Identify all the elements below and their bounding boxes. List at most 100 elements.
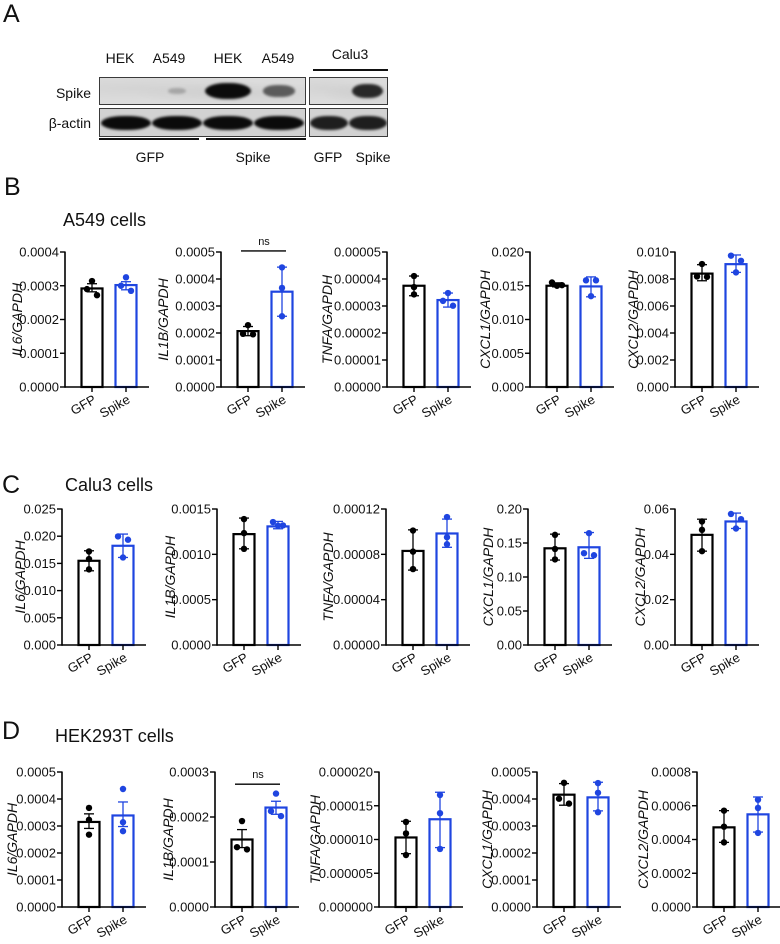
bar-gfp bbox=[545, 284, 569, 389]
data-point bbox=[436, 845, 444, 853]
data-point bbox=[269, 518, 277, 526]
bar-spike bbox=[114, 283, 138, 389]
data-point bbox=[243, 846, 251, 853]
data-point bbox=[720, 823, 728, 830]
x-tick-label: GFP bbox=[533, 392, 564, 418]
panel-c-subtitle: Calu3 cells bbox=[65, 475, 154, 495]
y-tick-label: 0.0003 bbox=[491, 819, 531, 834]
y-tick-label: 0.004 bbox=[636, 326, 669, 341]
chart-d-il6: 0.0000 0.0001 0.0002 0.0003 0.0004 0.0005 IL6/… bbox=[4, 765, 146, 941]
chart-b-il1b: 0.0000 0.0001 0.0002 0.0003 0.0004 0.0005 IL1B… bbox=[155, 236, 305, 421]
chart-d-il1b: 0.0000 0.0001 0.0002 0.0003 IL1B/GAPDH GFPSpi… bbox=[160, 765, 299, 941]
x-tick-label: Spike bbox=[94, 650, 130, 679]
x-tick-label: GFP bbox=[678, 392, 709, 418]
x-tick-label: GFP bbox=[540, 912, 571, 938]
y-tick-label: 0.0001 bbox=[169, 855, 209, 870]
spike-band bbox=[352, 83, 384, 99]
data-point bbox=[558, 281, 566, 289]
y-tick-label: 0.0001 bbox=[16, 873, 56, 888]
x-tick-label: Spike bbox=[94, 912, 130, 941]
bar-spike bbox=[577, 546, 601, 647]
y-tick-label: 0.0002 bbox=[651, 866, 691, 881]
significance-label: ns bbox=[252, 769, 264, 781]
x-tick-label: GFP bbox=[65, 912, 96, 938]
data-point bbox=[443, 534, 451, 541]
data-point bbox=[274, 522, 282, 529]
y-tick-label: 0.025 bbox=[23, 502, 56, 517]
y-axis-title: IL1B/GAPDH bbox=[155, 277, 171, 360]
y-tick-label: 0.0002 bbox=[175, 326, 215, 341]
y-axis-title: TNFA/GAPDH bbox=[307, 794, 323, 884]
blot-spike-cell-lines bbox=[99, 77, 306, 105]
x-tick-label: Spike bbox=[419, 392, 455, 421]
y-axis-title: IL6/GAPDH bbox=[9, 282, 25, 356]
bar-gfp bbox=[402, 284, 426, 389]
chart-d-cxcl2: 0.0000 0.0002 0.0004 0.0006 0.0008CXCL2/GAPD… bbox=[635, 765, 780, 941]
blot-lane bbox=[203, 78, 254, 104]
data-point bbox=[594, 809, 602, 816]
y-axis-title: CXCL1/GAPDH bbox=[477, 269, 493, 369]
blot-lane bbox=[151, 78, 202, 104]
data-point bbox=[119, 554, 127, 561]
data-point bbox=[277, 812, 285, 820]
y-tick-label: 0.0015 bbox=[171, 502, 211, 517]
data-point bbox=[703, 273, 711, 281]
data-point bbox=[587, 292, 595, 300]
y-tick-label: 0.0001 bbox=[19, 346, 59, 361]
actin-band bbox=[310, 115, 349, 130]
bar-gfp bbox=[552, 793, 576, 909]
y-tick-label: 0.00012 bbox=[333, 502, 380, 517]
data-point bbox=[238, 817, 246, 825]
y-tick-label: 0.0002 bbox=[19, 312, 59, 327]
blot-lane bbox=[254, 109, 305, 136]
row-label-actin: β-actin bbox=[48, 115, 91, 131]
data-point bbox=[272, 790, 280, 797]
y-tick-label: 0.006 bbox=[636, 299, 669, 314]
data-point bbox=[444, 289, 452, 297]
y-tick-label: 0.0003 bbox=[169, 765, 209, 780]
x-tick-label: GFP bbox=[218, 912, 249, 938]
y-tick-label: 0.0003 bbox=[175, 299, 215, 314]
y-tick-label: 0.00004 bbox=[333, 592, 380, 607]
blot-lane bbox=[151, 109, 202, 136]
y-tick-label: 0.000 bbox=[23, 638, 56, 653]
data-point bbox=[594, 779, 602, 787]
y-tick-label: 0.00000 bbox=[333, 638, 380, 653]
data-point bbox=[85, 831, 93, 838]
bar-spike bbox=[264, 806, 288, 909]
y-tick-label: 0.00 bbox=[644, 638, 669, 653]
y-tick-label: 0.0000 bbox=[169, 900, 209, 915]
y-tick-label: 0.0002 bbox=[491, 846, 531, 861]
spike-band bbox=[263, 85, 296, 97]
data-point bbox=[240, 529, 248, 537]
y-tick-label: 0.005 bbox=[491, 346, 524, 361]
data-point bbox=[410, 291, 418, 298]
data-point bbox=[698, 547, 706, 555]
data-point bbox=[244, 321, 252, 329]
y-tick-label: 0.00005 bbox=[334, 245, 381, 260]
data-point bbox=[402, 830, 410, 837]
data-point bbox=[85, 548, 93, 555]
x-tick-label: Spike bbox=[707, 650, 743, 679]
y-tick-label: 0.06 bbox=[644, 502, 669, 517]
y-tick-label: 0.0000 bbox=[19, 380, 59, 395]
data-point bbox=[85, 555, 93, 563]
data-point bbox=[124, 536, 132, 543]
y-tick-label: 0.0004 bbox=[651, 832, 691, 847]
data-point bbox=[278, 264, 286, 271]
x-tick-label: Spike bbox=[418, 650, 454, 679]
data-point bbox=[565, 800, 573, 807]
group-label-spike: Spike bbox=[235, 149, 271, 165]
calu3-header-rule bbox=[313, 69, 388, 71]
bar-gfp bbox=[690, 272, 714, 389]
x-tick-label: Spike bbox=[729, 912, 765, 941]
x-tick-label: GFP bbox=[700, 912, 731, 938]
y-tick-label: 0.0001 bbox=[491, 873, 531, 888]
row-label-spike: Spike bbox=[55, 85, 91, 101]
y-tick-label: 0.04 bbox=[644, 547, 669, 562]
x-tick-label: Spike bbox=[97, 392, 133, 421]
blot-spike-calu3 bbox=[309, 77, 388, 105]
actin-band bbox=[348, 115, 387, 130]
y-tick-label: 0.02 bbox=[644, 592, 669, 607]
